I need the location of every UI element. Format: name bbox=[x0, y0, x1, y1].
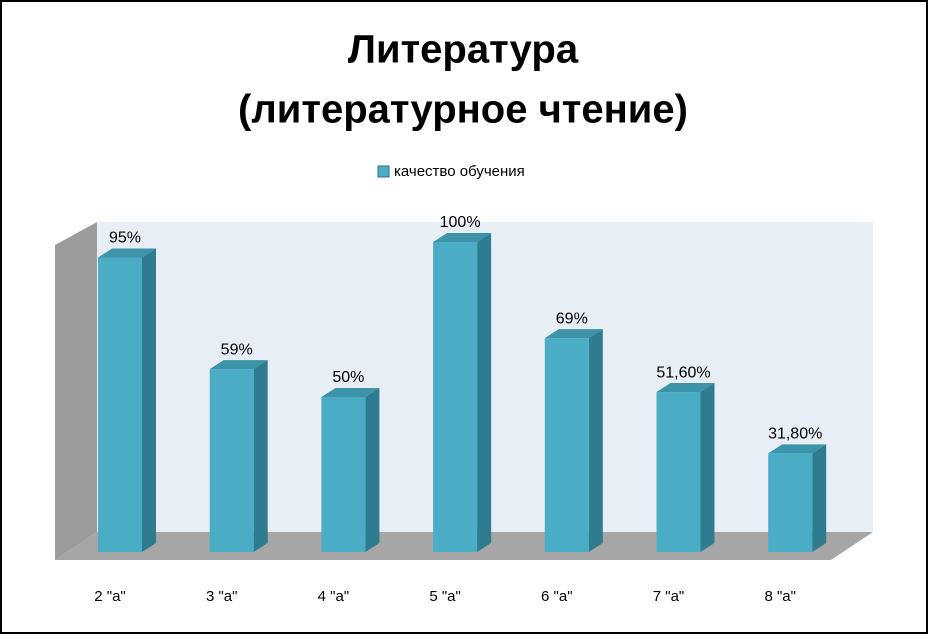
bar bbox=[768, 453, 813, 552]
legend-label: качество обучения bbox=[394, 163, 525, 180]
bar-side bbox=[588, 329, 603, 552]
x-tick-label: 5 "а" bbox=[429, 588, 461, 605]
x-tick-label: 2 "а" bbox=[94, 588, 126, 605]
value-label: 69% bbox=[556, 310, 588, 327]
x-tick-label: 8 "а" bbox=[764, 588, 796, 605]
bar-top bbox=[768, 444, 827, 454]
bar-top bbox=[544, 329, 603, 339]
bar-top bbox=[433, 233, 492, 242]
bar-side bbox=[812, 444, 827, 552]
x-tick-label: 6 "а" bbox=[541, 588, 573, 605]
bar-side bbox=[700, 383, 715, 552]
x-tick-label: 4 "а" bbox=[318, 588, 350, 605]
value-label: 100% bbox=[440, 214, 481, 231]
bar-top bbox=[209, 360, 268, 370]
value-label: 59% bbox=[221, 341, 253, 358]
value-label: 50% bbox=[332, 369, 364, 386]
bar bbox=[209, 369, 254, 552]
bar-side bbox=[477, 233, 492, 552]
legend-swatch bbox=[377, 165, 390, 178]
bar bbox=[98, 257, 142, 552]
value-label: 95% bbox=[109, 230, 141, 247]
x-tick-label: 3 "а" bbox=[206, 588, 238, 605]
bar bbox=[656, 392, 701, 552]
value-label: 31,80% bbox=[768, 426, 822, 443]
bar-top bbox=[98, 248, 156, 258]
bar-top bbox=[321, 388, 380, 397]
bar-top bbox=[656, 383, 715, 393]
bar-side bbox=[365, 388, 380, 552]
bar-side bbox=[142, 248, 156, 552]
chart-title: Литература bbox=[348, 28, 579, 72]
bar-side bbox=[253, 360, 268, 552]
x-tick-label: 7 "а" bbox=[653, 588, 685, 605]
chart-title: (литературное чтение) bbox=[238, 88, 688, 132]
side-wall bbox=[55, 222, 97, 560]
value-label: 51,60% bbox=[656, 364, 710, 381]
bar bbox=[321, 397, 366, 552]
bar bbox=[544, 338, 589, 552]
bar bbox=[433, 242, 478, 552]
